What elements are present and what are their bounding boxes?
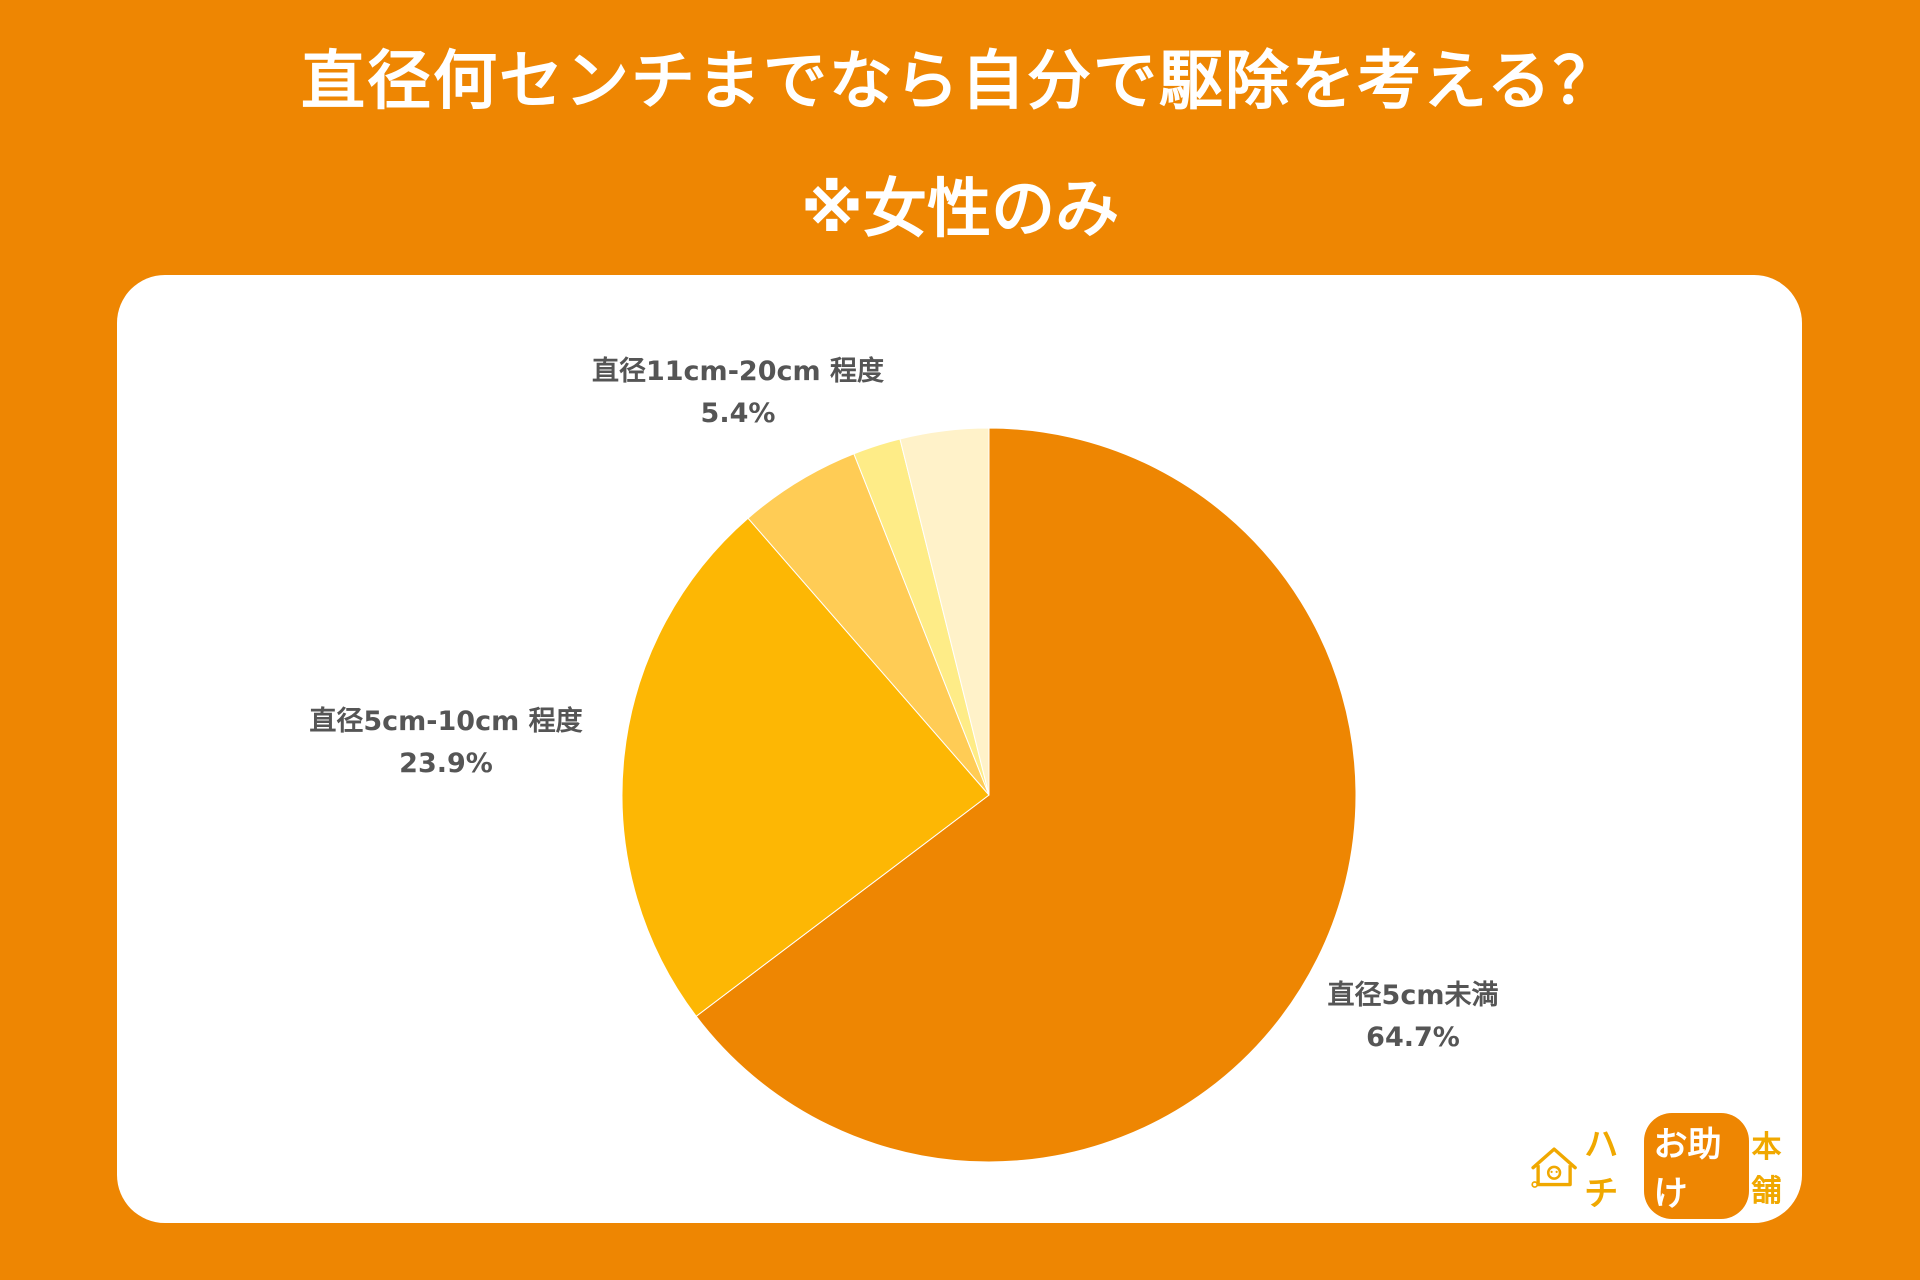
chart-title: 直径何センチまでなら自分で駆除を考える？	[300, 45, 1620, 119]
slice-label-11-20cm: 直径11cm-20cm 程度 5.4%	[592, 351, 884, 435]
slice-label-5-10cm: 直径5cm-10cm 程度 23.9%	[309, 701, 582, 785]
slice-value-11-20cm: 5.4%	[700, 398, 776, 429]
pie-chart	[621, 427, 1357, 1163]
slice-name-5-10cm: 直径5cm-10cm 程度	[309, 706, 583, 737]
logo-text-hachi: ハチ	[1584, 1125, 1619, 1214]
chart-card: 直径5cm未満 64.7% 直径5cm-10cm 程度 23.9% 直径11cm…	[117, 275, 1802, 1223]
pie-slice-1	[621, 517, 990, 1017]
slice-label-under-5cm: 直径5cm未満 64.7%	[1328, 975, 1499, 1059]
chart-subtitle: ※女性のみ	[800, 173, 1120, 247]
pie-slice-0	[695, 427, 1357, 1163]
house-icon	[1531, 1147, 1577, 1188]
slice-name-11-20cm: 直径11cm-20cm 程度	[591, 356, 885, 387]
slice-value-5-10cm: 23.9%	[399, 748, 493, 779]
slice-name-under-5cm: 直径5cm未満	[1327, 980, 1499, 1011]
slice-value-under-5cm: 64.7%	[1366, 1022, 1460, 1053]
pie-slice-4	[899, 427, 990, 796]
logo-text-otasuke: お助け	[1643, 1113, 1750, 1219]
brand-logo: ハチ お助け 本舗	[1528, 1113, 1802, 1219]
logo-text-honpo: 本舗	[1751, 1130, 1782, 1209]
